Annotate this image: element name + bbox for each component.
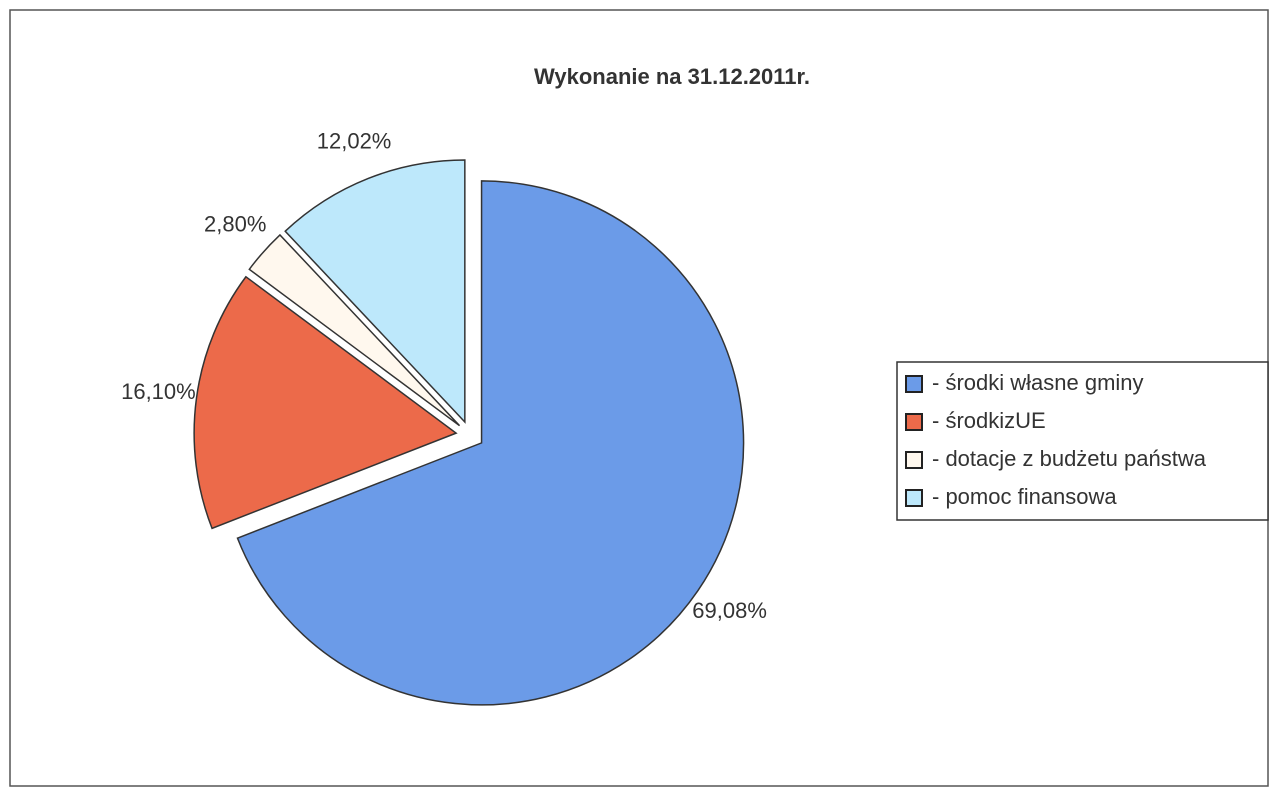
legend-label: - środki własne gminy	[932, 370, 1144, 395]
legend-label: - pomoc finansowa	[932, 484, 1117, 509]
chart-title: Wykonanie na 31.12.2011r.	[534, 64, 810, 89]
legend-box	[896, 361, 1269, 521]
legend-swatch	[905, 375, 923, 393]
legend-swatch	[905, 489, 923, 507]
pie-slice	[248, 233, 461, 427]
pie-slice	[193, 275, 458, 530]
pie-slice	[236, 180, 745, 706]
pie-slice	[284, 159, 466, 424]
legend-swatch	[905, 451, 923, 469]
legend-swatch	[905, 413, 923, 431]
slice-label: 12,02%	[317, 129, 392, 154]
slice-label: 2,80%	[204, 212, 266, 237]
legend-label: - dotacje z budżetu państwa	[932, 446, 1207, 471]
legend-label: - środkizUE	[932, 408, 1046, 433]
slice-label: 16,10%	[121, 379, 196, 404]
slice-label: 69,08%	[692, 598, 767, 623]
